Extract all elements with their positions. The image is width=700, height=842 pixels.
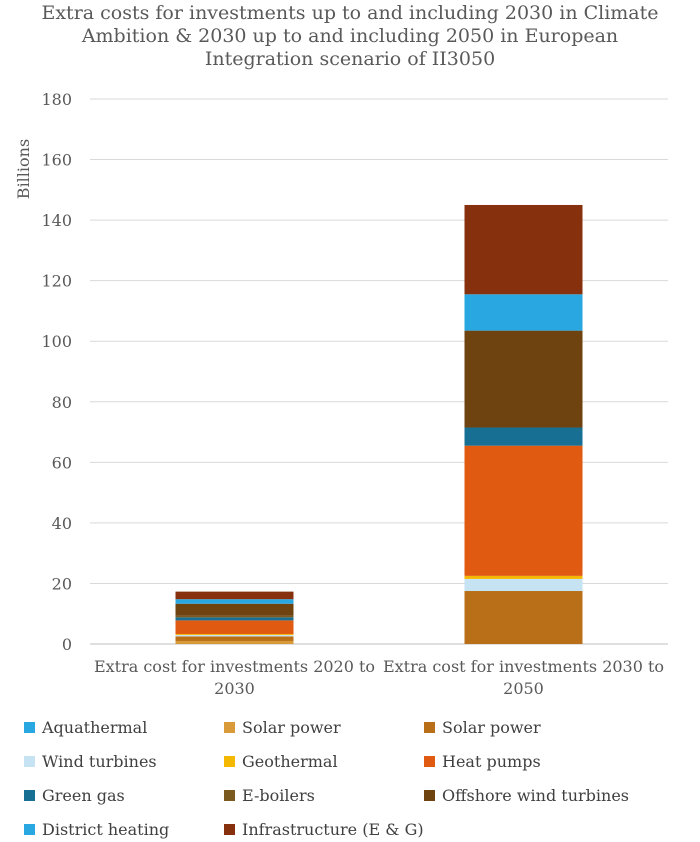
y-axis-label: Billions [14, 139, 33, 199]
legend-label: Offshore wind turbines [442, 786, 630, 805]
bar-segment [175, 599, 294, 604]
legend-swatch [224, 790, 235, 801]
x-tick-label: 2050 [503, 679, 544, 698]
y-tick-label: 140 [41, 211, 72, 230]
legend-swatch [424, 722, 435, 733]
y-tick-label: 0 [62, 635, 72, 654]
x-tick-label: Extra cost for investments 2020 to [94, 657, 375, 676]
y-tick-label: 180 [41, 90, 72, 109]
legend-item: Aquathermal [24, 718, 147, 737]
legend-item: Solar power [224, 718, 341, 737]
legend-swatch [424, 756, 435, 767]
legend-item: Heat pumps [424, 752, 541, 771]
y-tick-label: 60 [52, 453, 72, 472]
legend-label: Aquathermal [42, 718, 148, 737]
legend-swatch [424, 790, 435, 801]
legend-label: Infrastructure (E & G) [242, 820, 424, 839]
legend-swatch [24, 756, 35, 767]
legend-swatch [224, 722, 235, 733]
legend-label: E-boilers [242, 786, 315, 805]
x-tick-label: 2030 [214, 679, 255, 698]
bar-segment [175, 591, 294, 600]
x-tick-label: Extra cost for investments 2030 to [383, 657, 664, 676]
legend-item: Wind turbines [24, 752, 157, 771]
legend-label: Solar power [442, 718, 541, 737]
legend-item: Offshore wind turbines [424, 786, 629, 805]
bar-segment [464, 591, 583, 644]
bar-segment [175, 617, 294, 621]
bar-segment [175, 615, 294, 618]
legend-label: District heating [42, 820, 170, 839]
y-tick-label: 40 [52, 514, 72, 533]
legend-label: Heat pumps [442, 752, 541, 771]
bar-segment [464, 294, 583, 331]
bar-segment [175, 634, 294, 635]
bar-segment [464, 427, 583, 446]
legend-item: District heating [24, 820, 169, 839]
legend-swatch [24, 722, 35, 733]
legend-swatch [24, 824, 35, 835]
stacked-bar-chart: 0 20 40 60 80 100 120 140 160 180 Billions Extra co… [14, 90, 668, 698]
bar-segment [464, 204, 583, 295]
legend-label: Geothermal [242, 752, 338, 771]
chart-title: Extra costs for investments up to and in… [0, 2, 700, 71]
bar-segment [175, 620, 294, 635]
legend-swatch [224, 824, 235, 835]
legend-label: Solar power [242, 718, 341, 737]
bar-segment [175, 636, 294, 641]
y-tick-label: 120 [41, 272, 72, 291]
bar-segment [464, 330, 583, 428]
bar-segment [464, 575, 583, 579]
y-tick-label: 160 [41, 151, 72, 170]
chart-title-line-3: Integration scenario of II3050 [204, 48, 496, 70]
legend-item: Infrastructure (E & G) [224, 820, 424, 839]
chart-title-line-1: Extra costs for investments up to and in… [41, 2, 659, 24]
legend-swatch [24, 790, 35, 801]
bar-segment [175, 603, 294, 616]
bar-segment [175, 634, 294, 637]
legend-swatch [224, 756, 235, 767]
legend-item: Solar power [424, 718, 541, 737]
legend-label: Wind turbines [42, 752, 157, 771]
bar-segment [464, 578, 583, 592]
legend-label: Green gas [42, 786, 125, 805]
bar-segment [175, 640, 294, 644]
y-tick-label: 80 [52, 393, 72, 412]
y-tick-label: 100 [41, 332, 72, 351]
bar-segment [464, 445, 583, 576]
y-tick-label: 20 [52, 574, 72, 593]
chart-title-line-2: Ambition & 2030 up to and including 2050… [81, 25, 619, 47]
legend-item: Geothermal [224, 752, 338, 771]
legend-item: Green gas [24, 786, 125, 805]
legend-item: E-boilers [224, 786, 315, 805]
